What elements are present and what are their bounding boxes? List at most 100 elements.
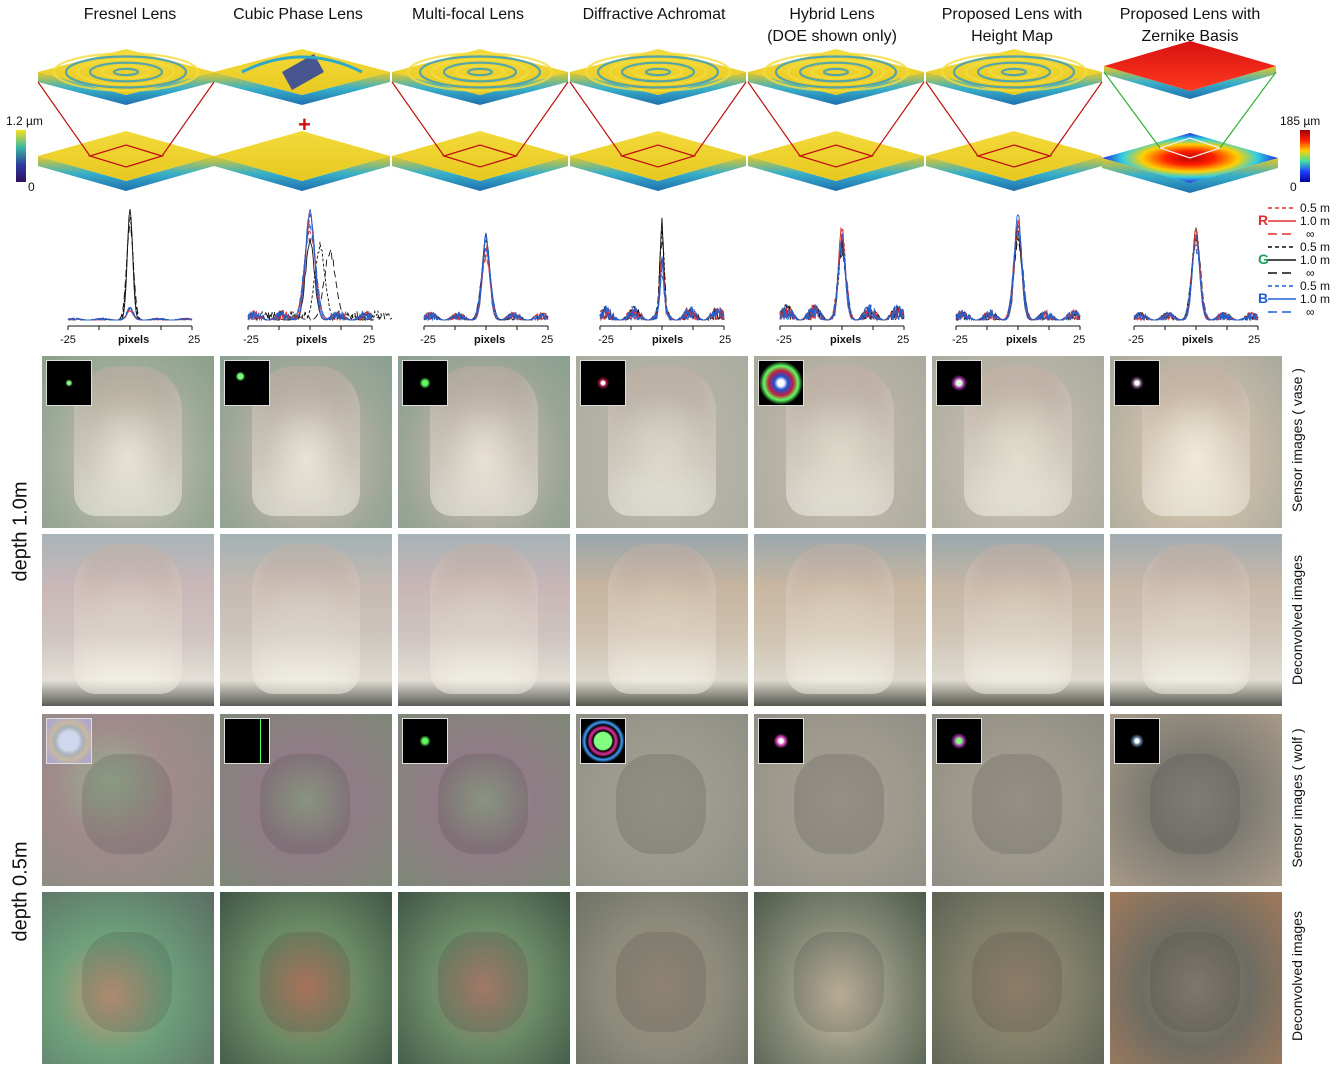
lower-plate [38, 131, 214, 191]
lens-render-2 [214, 49, 390, 191]
row-label-deconv-wolf: Deconvolved images [1289, 911, 1305, 1041]
zoom-line-right [1219, 71, 1277, 149]
ring [1000, 67, 1028, 77]
ring [762, 52, 910, 92]
vase-silhouette [1142, 544, 1250, 694]
image-sensor-vase-2 [220, 356, 392, 528]
tick-max-1: 25 [188, 334, 201, 346]
tick-min-4: -25 [598, 334, 614, 346]
ring [644, 67, 672, 77]
title-multi-focal: Multi-focal Lens [411, 6, 525, 23]
lens-render-6 [925, 49, 1103, 191]
tick-max-2: 25 [363, 334, 376, 346]
image-sensor-vase-7 [1110, 356, 1282, 528]
xlabel-1: pixels [118, 334, 150, 346]
xlabel-7: pixels [1182, 334, 1214, 346]
tick-min-3: -25 [420, 334, 436, 346]
lens-render-5 [747, 49, 925, 191]
image-sensor-wolf-5 [754, 714, 926, 886]
row-label-sensor-wolf: Sensor images ( wolf ) [1289, 728, 1305, 868]
vase-silhouette [252, 366, 360, 516]
psf-plots [67, 208, 1259, 330]
title-diffractive-achromat: Diffractive Achromat [582, 6, 726, 23]
ring [52, 52, 200, 92]
legend-depth-b-10: 1.0 m [1300, 292, 1331, 306]
psf-inset [580, 360, 626, 406]
image-sensor-vase-3 [398, 356, 570, 528]
xlabel-3: pixels [474, 334, 506, 346]
image-sensor-vase-6 [932, 356, 1104, 528]
ring [620, 61, 696, 83]
ring [584, 52, 732, 92]
ring [64, 55, 188, 89]
psf-plot-5 [779, 226, 905, 330]
image-deconv-wolf-7 [1110, 892, 1282, 1064]
image-deconv-vase-5 [754, 534, 926, 706]
legend-channel-b: B [1258, 290, 1269, 306]
legend-channel-r: R [1258, 212, 1269, 228]
title-fresnel: Fresnel Lens [83, 6, 177, 23]
vase-silhouette [1142, 366, 1250, 516]
ring [786, 58, 886, 86]
title-cubic-phase: Cubic Phase Lens [233, 6, 363, 23]
vase-silhouette [608, 544, 716, 694]
psf-plot-7 [1133, 226, 1259, 330]
wolf-silhouette [972, 932, 1062, 1032]
colorbar-right-min: 0 [1290, 180, 1297, 194]
title-zernike: Proposed Lens with Zernike Basis [1119, 6, 1261, 45]
cross-mark: + [298, 112, 311, 137]
ring [976, 61, 1052, 83]
wolf-silhouette [260, 754, 350, 854]
vase-silhouette [786, 366, 894, 516]
vase-silhouette [252, 544, 360, 694]
depth-label-bottom: depth 0.5m [9, 841, 32, 942]
psf-inset [936, 360, 982, 406]
lens-render-4 [569, 49, 747, 191]
ring [940, 52, 1088, 92]
ring [988, 64, 1040, 80]
lens-render-7 [1102, 41, 1278, 193]
row-label-deconv-vase: Deconvolved images [1289, 555, 1305, 685]
legend: R G B 0.5 m 1.0 m ∞ 0.5 m 1.0 m ∞ 0.5 m … [1258, 200, 1338, 324]
image-deconv-vase-6 [932, 534, 1104, 706]
ring [774, 55, 898, 89]
lens-render-1 [37, 49, 215, 191]
vase-silhouette [964, 366, 1072, 516]
lower-plate [570, 131, 746, 191]
wolf-silhouette [794, 932, 884, 1032]
wolf-silhouette [438, 932, 528, 1032]
lower-plate [214, 131, 390, 191]
lower-plate [1102, 133, 1278, 193]
wolf-silhouette [438, 754, 528, 854]
colorbar-left [16, 130, 26, 182]
ring [608, 58, 708, 86]
legend-depth-r-05: 0.5 m [1300, 201, 1331, 215]
title-hybrid-lens: Hybrid Lens (DOE shown only) [767, 6, 897, 45]
xlabel-5: pixels [830, 334, 862, 346]
tick-max-3: 25 [541, 334, 554, 346]
ring [632, 64, 684, 80]
cubic-curve [241, 55, 363, 74]
image-deconv-vase-7 [1110, 534, 1282, 706]
psf-plot-1 [67, 209, 193, 330]
psf-inset [46, 718, 92, 764]
vase-silhouette [74, 366, 182, 516]
psf-inset [936, 718, 982, 764]
image-deconv-vase-2 [220, 534, 392, 706]
lower-plate [926, 131, 1102, 191]
image-deconv-wolf-4 [576, 892, 748, 1064]
tick-min-7: -25 [1128, 334, 1144, 346]
ring [406, 52, 554, 92]
tick-min-5: -25 [776, 334, 792, 346]
psf-inset [758, 718, 804, 764]
psf-plot-6 [955, 214, 1081, 330]
ring [454, 64, 506, 80]
ring [964, 58, 1064, 86]
image-sensor-vase-4 [576, 356, 748, 528]
tick-max-4: 25 [719, 334, 732, 346]
legend-depth-b-inf: ∞ [1306, 305, 1315, 319]
psf-plot-2 [247, 208, 393, 330]
image-deconv-vase-3 [398, 534, 570, 706]
zoom-line-right [515, 81, 569, 157]
wolf-silhouette [972, 754, 1062, 854]
